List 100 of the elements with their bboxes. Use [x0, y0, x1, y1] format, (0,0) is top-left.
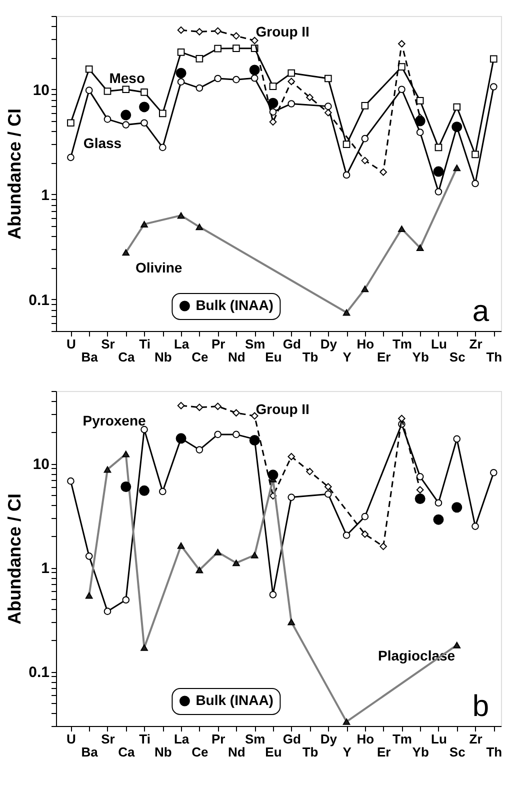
x-tick-label: Ca: [118, 350, 136, 364]
point: [158, 488, 166, 496]
point: [104, 88, 112, 95]
x-tick-label: Yb: [412, 350, 429, 364]
x-tick-label: Sr: [101, 732, 115, 746]
legend-label: Bulk (INAA): [196, 692, 274, 708]
x-tick-label: Nb: [154, 744, 172, 760]
point: [434, 188, 442, 196]
x-tick-label: Sc: [449, 350, 466, 364]
x-tick-label: Th: [486, 744, 502, 760]
point: [177, 78, 185, 86]
point: [324, 74, 332, 82]
x-tick-label: Eu: [265, 350, 282, 364]
point: [177, 26, 185, 34]
x-tick-label: Ho: [356, 336, 374, 352]
series-label: Plagioclase: [378, 648, 456, 664]
x-tick-label: Dy: [320, 336, 338, 352]
point: [342, 140, 350, 148]
x-tick-label: Zr: [469, 732, 482, 746]
point: [288, 452, 296, 460]
x-tick-label: Er: [376, 744, 391, 760]
point: [122, 596, 130, 604]
x-tick-label: Lu: [431, 336, 447, 352]
point: [416, 473, 424, 480]
point: [288, 494, 296, 501]
point: [490, 55, 498, 63]
point: [288, 100, 296, 108]
point: [361, 156, 369, 164]
point: [139, 485, 150, 496]
point: [232, 44, 240, 52]
point: [214, 402, 222, 410]
series-label: Glass: [83, 135, 122, 152]
point: [140, 88, 148, 96]
point: [232, 32, 240, 40]
x-tick-label: La: [174, 732, 190, 746]
point: [196, 446, 204, 454]
point: [214, 74, 222, 82]
point: [232, 430, 240, 438]
point: [306, 94, 314, 102]
x-tick-label: Ti: [139, 732, 150, 746]
y-tick-label: 10: [32, 456, 50, 474]
point: [414, 116, 426, 126]
x-tick-label: Ba: [81, 744, 99, 760]
point: [361, 102, 369, 110]
point: [120, 482, 132, 492]
x-tick-label: Tm: [392, 336, 412, 352]
x-tick-label: Dy: [320, 732, 338, 746]
point: [122, 86, 130, 94]
x-tick-label: Ba: [81, 350, 99, 364]
point: [342, 532, 350, 539]
point: [232, 409, 240, 417]
legend-label: Bulk (INAA): [196, 297, 274, 313]
point: [104, 608, 112, 616]
point: [214, 27, 222, 35]
x-tick-label: Tb: [302, 744, 318, 760]
x-tick-label: Y: [342, 744, 352, 760]
x-tick-label: Ca: [118, 744, 136, 760]
point: [269, 590, 277, 598]
point: [85, 65, 93, 73]
point: [453, 103, 461, 111]
point: [288, 78, 296, 86]
point: [268, 470, 278, 480]
point: [214, 44, 222, 52]
point: [85, 86, 93, 94]
point: [472, 180, 479, 188]
point: [158, 110, 166, 118]
x-tick-label: Lu: [431, 732, 447, 746]
point: [177, 402, 185, 410]
point: [380, 168, 387, 176]
series-label: Group II: [256, 400, 310, 417]
x-tick-label: Ti: [139, 336, 150, 352]
series-label: Meso: [109, 70, 145, 86]
y-axis-title: Abundance / CI: [4, 493, 25, 625]
point: [414, 494, 426, 504]
point: [433, 166, 444, 177]
point: [324, 490, 332, 498]
x-tick-label: Nd: [228, 350, 246, 364]
point: [398, 414, 406, 422]
point: [268, 98, 278, 108]
x-tick-label: Tb: [302, 350, 318, 364]
point: [472, 150, 479, 158]
x-tick-label: Gd: [282, 336, 301, 352]
point: [177, 48, 185, 56]
point: [324, 109, 332, 116]
point: [361, 134, 369, 142]
point: [139, 102, 150, 112]
point: [453, 435, 461, 443]
point: [398, 63, 406, 70]
point: [306, 468, 314, 476]
x-tick-label: Gd: [282, 732, 301, 746]
x-tick-label: La: [174, 336, 190, 352]
point: [249, 435, 260, 446]
x-tick-label: Ce: [192, 744, 208, 760]
x-tick-label: Nd: [228, 744, 246, 760]
point: [472, 522, 479, 530]
x-tick-label: Yb: [412, 744, 429, 760]
annotation: a: [472, 295, 490, 328]
point: [67, 154, 74, 162]
point: [434, 144, 442, 152]
point: [250, 74, 258, 82]
